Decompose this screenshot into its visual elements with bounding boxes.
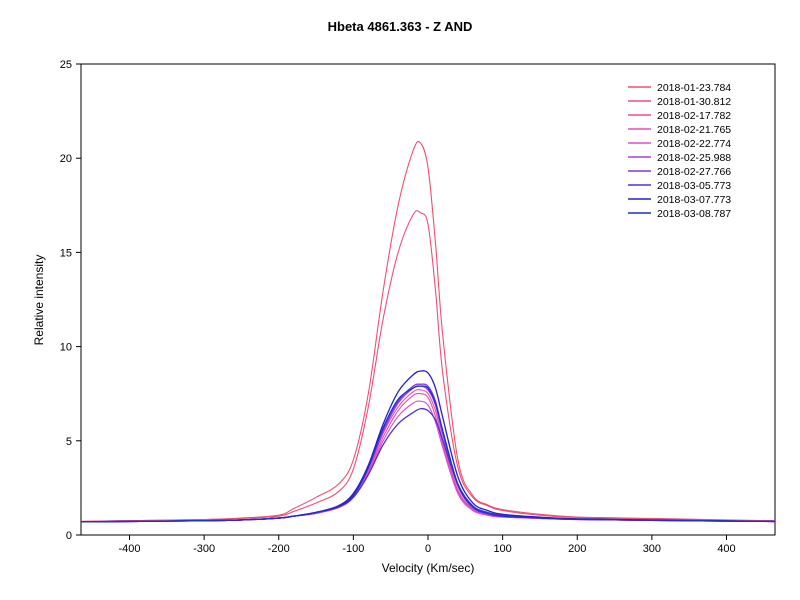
plot-area: -400 -300 -200 -100 0 100 200 300 400 0 5 10 15 20 25 (60, 59, 776, 555)
x-axis: -400 -300 -200 -100 0 100 200 300 400 (118, 535, 736, 555)
x-tick-label: -300 (193, 543, 215, 555)
x-tick-label: -400 (118, 543, 140, 555)
y-axis-label: Relative intensity (32, 255, 46, 346)
series-line (80, 140, 776, 522)
y-tick-label: 15 (60, 247, 72, 259)
series-line (80, 389, 776, 523)
legend-label: 2018-01-23.784 (657, 82, 731, 94)
x-tick-label: 100 (493, 543, 511, 555)
legend-label: 2018-03-07.773 (657, 194, 731, 206)
legend-label: 2018-02-21.765 (657, 124, 731, 136)
x-tick-label: 400 (717, 543, 735, 555)
series-lines (80, 140, 776, 523)
y-tick-label: 20 (60, 153, 72, 165)
legend-label: 2018-02-22.774 (657, 138, 731, 150)
y-axis: 0 5 10 15 20 25 (60, 59, 81, 542)
legend-label: 2018-02-25.988 (657, 152, 731, 164)
x-tick-label: 200 (568, 543, 586, 555)
y-tick-label: 5 (66, 436, 72, 448)
legend-label: 2018-03-05.773 (657, 180, 731, 192)
series-line (80, 408, 776, 523)
x-tick-label: -100 (342, 543, 364, 555)
series-line (80, 400, 776, 523)
series-line (80, 392, 776, 523)
legend: 2018-01-23.784 2018-01-30.812 2018-02-17.7… (628, 82, 731, 220)
x-axis-label: Velocity (Km/sec) (382, 561, 475, 575)
legend-label: 2018-02-27.766 (657, 166, 731, 178)
y-tick-label: 25 (60, 59, 72, 71)
legend-label: 2018-01-30.812 (657, 96, 731, 108)
legend-label: 2018-02-17.782 (657, 110, 731, 122)
y-tick-label: 0 (66, 530, 72, 542)
series-line (80, 210, 776, 522)
y-tick-label: 10 (60, 342, 72, 354)
x-tick-label: -200 (268, 543, 290, 555)
legend-label: 2018-03-08.787 (657, 208, 731, 220)
x-tick-label: 300 (643, 543, 661, 555)
x-tick-label: 0 (425, 543, 431, 555)
chart-title: Hbeta 4861.363 - Z AND (328, 19, 473, 34)
series-line (80, 385, 776, 523)
series-line (80, 385, 776, 523)
